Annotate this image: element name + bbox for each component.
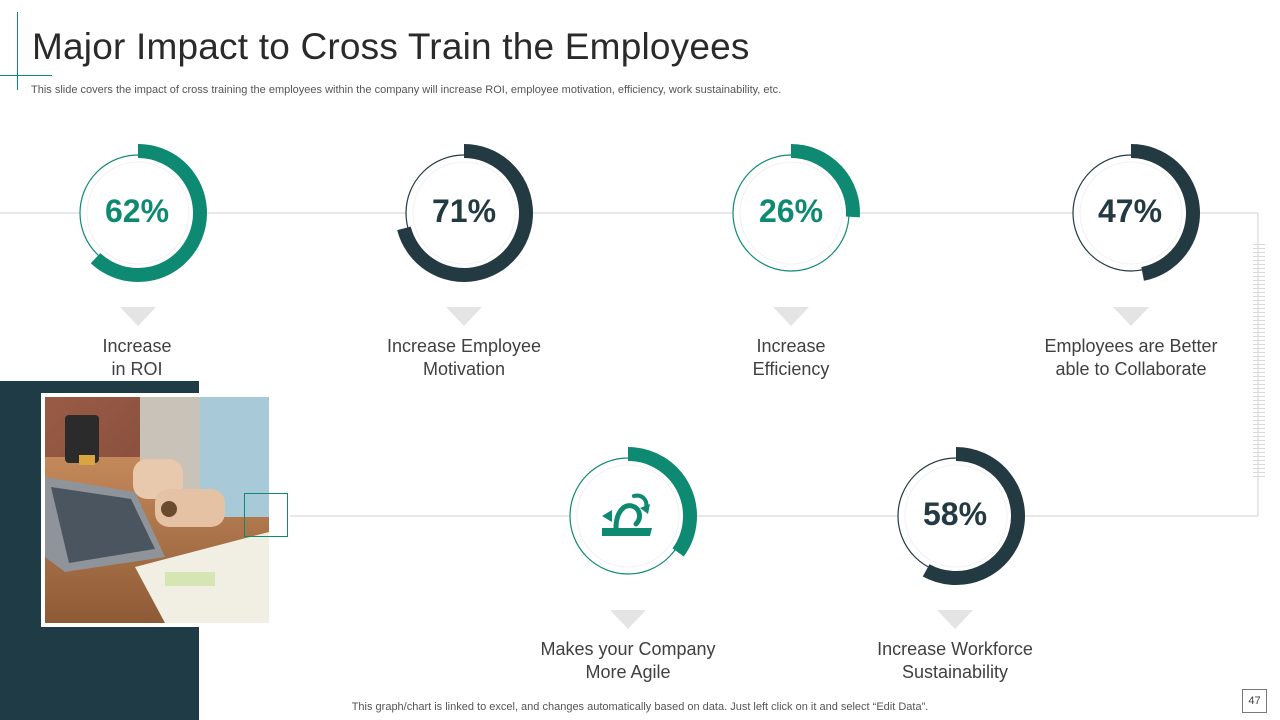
metric-label-motivation: Increase Employee Motivation (386, 336, 542, 379)
metric-ring-efficiency (732, 144, 860, 272)
metric-pointer-collaborate (1113, 307, 1149, 326)
metric-ring-agile (569, 447, 697, 575)
decorative-tick-strip (1253, 244, 1265, 480)
slide-subtitle: This slide covers the impact of cross tr… (31, 84, 782, 96)
metric-label-efficiency: Increase Efficiency (752, 336, 830, 379)
metric-ring-progress-arc (790, 144, 860, 218)
metric-ring-progress-arc (627, 447, 697, 557)
metric-ring-track (576, 464, 680, 568)
metric-label-roi: Increase in ROI (102, 336, 172, 379)
metric-ring-track (904, 464, 1008, 568)
metric-ring-progress-arc (922, 447, 1025, 585)
metric-ring-roi (79, 144, 207, 282)
metric-value-roi: 62% (104, 193, 170, 229)
metric-value-motivation: 71% (431, 193, 497, 229)
metric-ring-progress-arc (397, 144, 533, 282)
metric-pointer-motivation (446, 307, 482, 326)
metric-value-efficiency: 26% (758, 193, 824, 229)
metric-ring-progress-arc (90, 144, 207, 282)
metric-value-collaborate: 47% (1097, 193, 1163, 229)
metric-value-sustainability: 58% (922, 496, 988, 532)
metric-pointer-sustainability (937, 610, 973, 629)
metric-ring-track (86, 161, 190, 265)
metric-ring-track (412, 161, 516, 265)
metric-pointer-efficiency (773, 307, 809, 326)
metric-ring-track (1079, 161, 1183, 265)
metric-ring-track (739, 161, 843, 265)
metric-ring-collaborate (1072, 144, 1200, 281)
metric-ring-motivation (397, 144, 533, 282)
metric-label-agile: Makes your Company More Agile (540, 639, 716, 682)
metric-ring-sustainability (897, 447, 1025, 585)
page-number: 47 (1242, 689, 1267, 713)
slide-title: Major Impact to Cross Train the Employee… (32, 26, 750, 67)
laptop-photo (41, 393, 273, 627)
agile-arrow-icon (602, 493, 652, 536)
photo-accent-square (244, 493, 288, 537)
metric-ring-progress-arc (1130, 144, 1200, 281)
metric-label-sustainability: Increase Workforce Sustainability (877, 639, 1033, 682)
footer-note: This graph/chart is linked to excel, and… (351, 701, 929, 713)
title-accent-horizontal-line (0, 75, 52, 76)
metric-label-collaborate: Employees are Better able to Collaborate (1044, 336, 1218, 379)
metric-pointer-agile (610, 610, 646, 629)
metric-pointer-roi (120, 307, 156, 326)
title-accent-vertical-line (17, 12, 18, 90)
